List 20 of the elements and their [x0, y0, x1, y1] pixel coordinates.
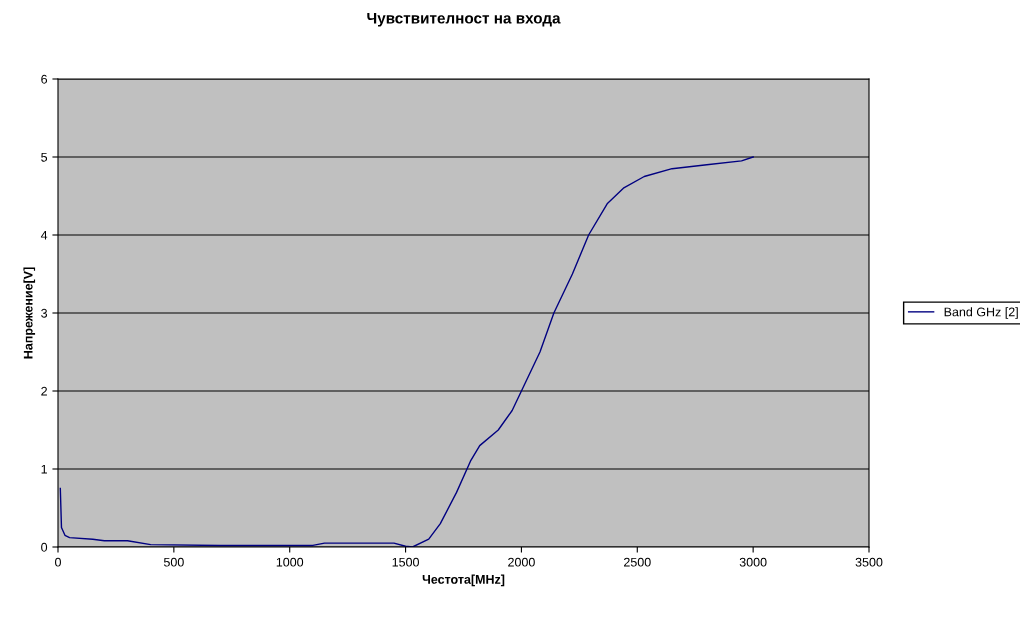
y-tick-label: 3 — [41, 308, 48, 318]
x-tick-label: 1000 — [276, 557, 304, 567]
y-tick-label: 1 — [41, 464, 47, 474]
y-tick-label: 0 — [41, 542, 48, 552]
legend-label: Band GHz [2] — [944, 307, 1018, 319]
x-axis-title: Честота[MHz] — [422, 574, 505, 587]
x-tick-label: 2500 — [624, 557, 651, 567]
y-tick-label: 6 — [41, 74, 48, 84]
x-tick-label: 1500 — [392, 557, 419, 567]
x-tick-label: 2000 — [508, 557, 535, 567]
x-tick-label: 3000 — [739, 557, 767, 567]
y-tick-label: 4 — [40, 230, 48, 240]
x-tick-label: 500 — [163, 557, 184, 567]
line-series — [59, 156, 754, 547]
y-tick-label: 2 — [41, 386, 47, 396]
x-tick-label: 0 — [55, 557, 61, 567]
chart-title: Чувствителност на входа — [367, 12, 561, 27]
y-axis-title: Напрежение[V] — [23, 267, 36, 359]
y-tick-label: 5 — [41, 152, 48, 162]
x-tick-label: 3500 — [855, 557, 883, 567]
